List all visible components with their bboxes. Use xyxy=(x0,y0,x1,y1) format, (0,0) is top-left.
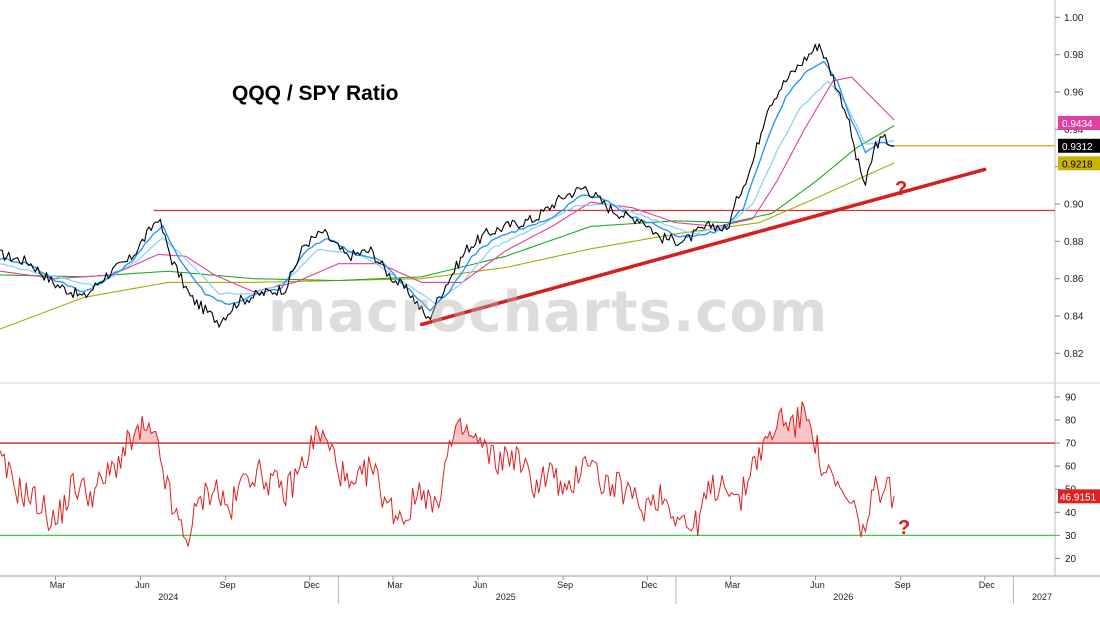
ratio-series-line xyxy=(0,162,895,330)
annotation-question-mark: ? xyxy=(898,517,910,539)
x-tick-label: Mar xyxy=(387,580,403,590)
x-tick-label: Dec xyxy=(641,580,658,590)
y-tick-label: 0.84 xyxy=(1064,312,1084,323)
x-tick-label: Jun xyxy=(473,580,488,590)
x-year-label: 2024 xyxy=(158,592,178,602)
last-value-label: 0.9218 xyxy=(1062,159,1093,170)
y-tick-label: 1.00 xyxy=(1064,13,1084,24)
x-tick-label: Sep xyxy=(220,580,236,590)
x-year-label: 2026 xyxy=(833,592,853,602)
last-value-tag xyxy=(1058,138,1100,153)
y-tick-label: 0.98 xyxy=(1064,50,1084,61)
last-value-tag xyxy=(1058,115,1100,130)
rsi-series-line xyxy=(0,401,895,547)
x-tick-label: Sep xyxy=(895,580,911,590)
last-value-label: 46.9151 xyxy=(1060,492,1097,503)
annotation-question-mark: ? xyxy=(895,178,907,200)
ratio-series-line xyxy=(0,43,895,328)
last-value-tag xyxy=(1058,489,1100,504)
ratio-series-line xyxy=(0,60,895,312)
y-tick-label: 60 xyxy=(1065,462,1077,473)
last-value-label: 0.9434 xyxy=(1062,119,1093,130)
x-tick-label: Mar xyxy=(725,580,741,590)
support-trendline xyxy=(419,167,987,327)
x-tick-label: Dec xyxy=(304,580,321,590)
y-tick-label: 0.94 xyxy=(1064,125,1084,136)
chart-watermark: macrocharts.com xyxy=(268,280,829,345)
y-tick-label: 0.96 xyxy=(1064,88,1084,99)
x-tick-label: Dec xyxy=(979,580,996,590)
ratio-series-line xyxy=(0,76,895,293)
x-tick-label: Jun xyxy=(810,580,825,590)
y-tick-label: 0.86 xyxy=(1064,274,1084,285)
y-tick-label: 20 xyxy=(1065,554,1077,565)
x-tick-label: Jun xyxy=(135,580,150,590)
y-tick-label: 30 xyxy=(1065,531,1077,542)
ratio-series-line xyxy=(0,80,895,305)
ratio-series-line xyxy=(0,125,895,282)
y-tick-label: 0.88 xyxy=(1064,237,1084,248)
last-value-tag xyxy=(1058,156,1100,171)
chart-title: QQQ / SPY Ratio xyxy=(232,82,399,105)
y-tick-label: 0.90 xyxy=(1064,200,1084,211)
y-tick-label: 90 xyxy=(1065,392,1077,403)
y-tick-label: 40 xyxy=(1065,508,1077,519)
last-value-label: 0.9312 xyxy=(1062,142,1093,153)
x-year-label: 2025 xyxy=(496,592,516,602)
x-tick-label: Sep xyxy=(557,580,573,590)
y-tick-label: 80 xyxy=(1065,416,1077,427)
y-tick-label: 0.82 xyxy=(1064,349,1084,360)
x-tick-label: Mar xyxy=(50,580,66,590)
y-tick-label: 70 xyxy=(1065,439,1077,450)
x-year-label: 2027 xyxy=(1032,592,1052,602)
